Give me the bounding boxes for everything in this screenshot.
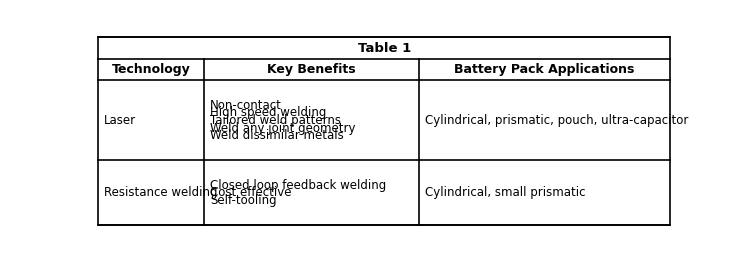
Text: Technology: Technology [112,63,190,76]
Text: Tailored weld patterns: Tailored weld patterns [210,114,341,127]
Text: Table 1: Table 1 [358,42,411,55]
Text: Self-tooling: Self-tooling [210,194,277,207]
Text: Cost effective: Cost effective [210,186,292,199]
Text: Cylindrical, prismatic, pouch, ultra-capacitor: Cylindrical, prismatic, pouch, ultra-cap… [424,114,688,127]
Text: Closed loop feedback welding: Closed loop feedback welding [210,179,386,192]
Text: Resistance welding: Resistance welding [104,186,218,199]
Text: Non-contact: Non-contact [210,99,282,112]
Text: Weld any joint geometry: Weld any joint geometry [210,122,356,135]
Text: Battery Pack Applications: Battery Pack Applications [454,63,634,76]
Text: Cylindrical, small prismatic: Cylindrical, small prismatic [424,186,585,199]
Text: Weld dissimilar metals: Weld dissimilar metals [210,129,344,142]
Text: Key Benefits: Key Benefits [267,63,356,76]
Text: High speed welding: High speed welding [210,106,326,119]
Text: Laser: Laser [104,114,136,127]
